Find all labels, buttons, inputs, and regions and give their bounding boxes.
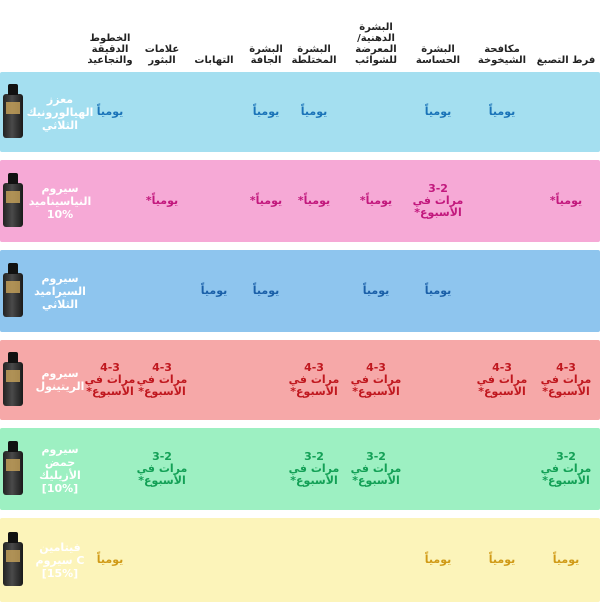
usage-cell-dry-skin: يومياً (252, 284, 280, 297)
usage-cell-anti-aging: يومياً (488, 553, 516, 566)
usage-cell-combination-skin: 3-2 مرات في الأسبوع* (288, 450, 340, 487)
row-retinol-serum: سيروم الريتينول 4-3 مرات في الأسبوع* 4-3 م… (0, 340, 600, 420)
usage-cell-dry-skin: يومياً* (249, 194, 283, 207)
usage-cell-sensitive-skin: يومياً (424, 284, 452, 297)
product-name: سيروم النياسيناميد 10% (28, 181, 92, 221)
usage-cell-fine-lines: 4-3 مرات في الأسبوع* (84, 361, 136, 398)
usage-cell-combination-skin: 4-3 مرات في الأسبوع* (288, 361, 340, 398)
product-bottle-image (3, 441, 23, 495)
product-name: فيتامين C سيروم [15%] (35, 540, 85, 580)
column-header-fine-lines: الخطوط الدقيقة والتجاعيد (87, 33, 133, 66)
usage-cell-oily-skin: يومياً (362, 284, 390, 297)
product-name: معزز الهيالورونيك الثلاثي (26, 92, 94, 132)
column-header-acne-marks: علامات البثور (144, 44, 180, 66)
usage-cell-sensitive-skin: 3-2 مرات في الأسبوع* (412, 182, 464, 219)
column-header-anti-aging: مكافحة الشيخوخة (477, 44, 527, 66)
usage-cell-fine-lines: يومياً (96, 105, 124, 118)
column-header-dry-skin: البشرة الجافة (249, 44, 283, 66)
column-header-hyperpigmentation: فرط التصبغ (536, 55, 596, 66)
usage-cell-hyperpigmentation: يومياً (552, 553, 580, 566)
product-name: سيروم الريتينول (35, 367, 85, 393)
usage-cell-hyperpigmentation: 3-2 مرات في الأسبوع* (540, 450, 592, 487)
product-name: سيروم السيراميد الثلاثي (34, 271, 86, 311)
product-bottle-image (3, 352, 23, 406)
row-niacinamide-serum: سيروم النياسيناميد 10% يومياً* 3-2 مرات في… (0, 160, 600, 242)
usage-cell-acne-marks: 3-2 مرات في الأسبوع* (136, 450, 188, 487)
product-bottle-image (3, 263, 23, 317)
row-vitamin-c-serum: فيتامين C سيروم [15%] يومياً يومياً يومياً ي… (0, 518, 600, 602)
usage-cell-hyperpigmentation: يومياً* (549, 194, 583, 207)
row-hyaluronic-booster: معزز الهيالورونيك الثلاثي يومياً يومياً يوم… (0, 72, 600, 152)
column-header-combination-skin: البشرة المختلطة (291, 44, 337, 66)
usage-cell-oily-skin: 3-2 مرات في الأسبوع* (350, 450, 402, 487)
product-bottle-image (3, 173, 23, 227)
product-name: سيروم حمض الأزيليك [10%] (39, 443, 81, 495)
column-header-oily-skin: البشرة الدهنية/ المعرضة للشوائب (354, 22, 398, 66)
product-bottle-image (3, 84, 23, 138)
usage-cell-acne-marks: 4-3 مرات في الأسبوع* (136, 361, 188, 398)
usage-cell-sensitive-skin: يومياً (424, 105, 452, 118)
usage-cell-fine-lines: يومياً (96, 553, 124, 566)
usage-cell-acne-marks: يومياً* (145, 194, 179, 207)
usage-cell-dry-skin: يومياً (252, 105, 280, 118)
row-azelaic-acid-serum: سيروم حمض الأزيليك [10%] 3-2 مرات في الأس… (0, 428, 600, 510)
usage-cell-inflammation: يومياً (200, 284, 228, 297)
usage-cell-combination-skin: يومياً* (297, 194, 331, 207)
row-ceramide-serum: سيروم السيراميد الثلاثي يومياً يومياً يوميا… (0, 250, 600, 332)
usage-cell-oily-skin: يومياً* (359, 194, 393, 207)
usage-cell-combination-skin: يومياً (300, 105, 328, 118)
column-header-sensitive-skin: البشرة الحساسة (415, 44, 461, 66)
usage-cell-anti-aging: 4-3 مرات في الأسبوع* (476, 361, 528, 398)
usage-cell-hyperpigmentation: 4-3 مرات في الأسبوع* (540, 361, 592, 398)
column-header-row: فرط التصبغ مكافحة الشيخوخة البشرة الحساسة ا… (0, 0, 600, 70)
usage-cell-oily-skin: 4-3 مرات في الأسبوع* (350, 361, 402, 398)
product-bottle-image (3, 532, 23, 586)
usage-cell-anti-aging: يومياً (488, 105, 516, 118)
column-header-inflammation: التهابات (194, 55, 234, 66)
usage-cell-sensitive-skin: يومياً (424, 553, 452, 566)
